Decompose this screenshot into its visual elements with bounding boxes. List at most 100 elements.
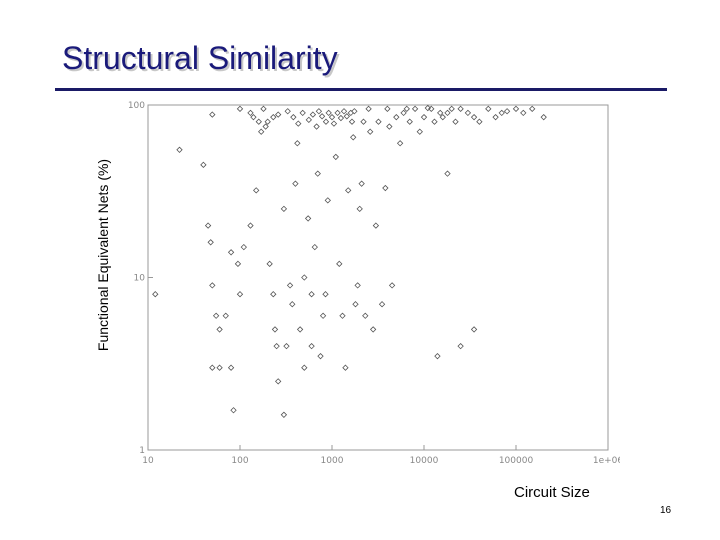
plot-frame [147, 104, 609, 451]
title-underline [55, 88, 667, 91]
data-point [396, 140, 404, 147]
data-point [318, 113, 326, 120]
data-point [299, 109, 306, 117]
data-point [280, 411, 288, 418]
data-point [273, 342, 280, 350]
data-point [369, 326, 377, 333]
data-point [250, 114, 257, 121]
data-point [330, 120, 338, 127]
data-point [314, 170, 321, 177]
y-tick-label: 1 [139, 446, 145, 456]
y-tick-label: 100 [128, 101, 145, 111]
data-point [372, 222, 380, 229]
data-point [337, 114, 345, 122]
x-tick-label: 1000 [321, 456, 344, 466]
data-point [470, 326, 478, 333]
data-point [434, 352, 441, 360]
data-point [476, 118, 483, 125]
x-tick-label: 10 [142, 456, 154, 466]
data-point [236, 291, 244, 298]
data-point [382, 184, 389, 192]
data-point [325, 109, 332, 117]
data-point [270, 291, 277, 298]
slide-title: Structural Similarity [62, 40, 338, 76]
data-point [520, 109, 527, 117]
data-point [464, 109, 472, 117]
data-point [375, 118, 382, 125]
data-point [258, 128, 265, 135]
data-point [236, 105, 244, 113]
data-point [354, 282, 361, 289]
data-point [301, 274, 308, 281]
data-point [271, 326, 279, 333]
data-point [485, 105, 492, 113]
data-point [457, 105, 464, 113]
data-point [234, 260, 242, 268]
data-point [305, 116, 312, 124]
x-axis-title: Circuit Size [514, 484, 590, 501]
data-point [304, 215, 312, 222]
data-point [350, 134, 357, 141]
data-point [428, 105, 435, 113]
data-point [207, 239, 214, 246]
data-point [275, 111, 282, 118]
data-point [311, 243, 318, 251]
data-point [275, 378, 282, 385]
y-axis-title: Functional Equivalent Nets (%) [95, 158, 111, 352]
data-point [222, 312, 229, 319]
data-point [343, 113, 351, 120]
data-point [352, 301, 359, 308]
data-point [176, 146, 183, 153]
data-point [301, 364, 308, 371]
data-point [393, 114, 400, 121]
data-point [296, 326, 304, 333]
data-points [152, 104, 547, 418]
data-point [247, 109, 254, 117]
data-point [315, 108, 323, 115]
data-point [295, 120, 302, 127]
data-point [345, 187, 352, 194]
data-point [266, 260, 273, 268]
data-point [348, 118, 356, 125]
data-point [322, 291, 329, 298]
data-point [388, 282, 396, 289]
x-tick-label: 100000 [499, 456, 534, 466]
data-point [227, 249, 235, 256]
data-point [356, 205, 363, 213]
data-point [416, 128, 423, 135]
data-point [362, 312, 369, 319]
data-point [540, 114, 547, 121]
data-point [400, 109, 407, 117]
data-point [262, 123, 269, 130]
data-point [406, 118, 413, 125]
data-point [403, 105, 410, 113]
data-point [332, 153, 339, 161]
data-point [294, 140, 301, 147]
data-point [247, 222, 254, 229]
data-point [260, 105, 267, 113]
data-point [448, 105, 455, 113]
data-point [336, 260, 343, 268]
data-point [437, 109, 444, 117]
data-point [351, 108, 358, 115]
data-point [420, 114, 428, 121]
data-point [334, 109, 341, 117]
data-point [209, 364, 216, 371]
data-point [367, 128, 374, 135]
data-point [424, 104, 431, 112]
data-point [308, 342, 315, 350]
data-point [529, 105, 536, 113]
page-number: 16 [660, 505, 672, 516]
data-point [386, 123, 393, 130]
data-point [342, 364, 349, 371]
data-point [492, 114, 499, 121]
data-point [255, 118, 262, 125]
data-point [286, 282, 294, 289]
x-tick-label: 10000 [410, 456, 439, 466]
data-point [431, 118, 438, 125]
data-point [470, 114, 478, 121]
data-point [378, 301, 386, 308]
data-point [498, 109, 505, 117]
data-point [324, 197, 331, 204]
